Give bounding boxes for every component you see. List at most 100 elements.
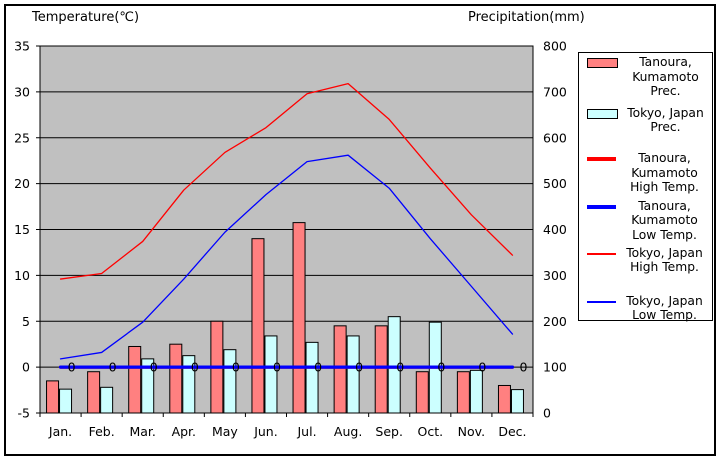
legend-label: Tanoura, Kumamoto High Temp. bbox=[619, 151, 712, 195]
precip-axis-tick-label: 700 bbox=[543, 84, 567, 99]
legend-label-line: Prec. bbox=[650, 120, 681, 135]
legend-entry-tanoura-kumamoto-low-temp: Tanoura, Kumamoto Low Temp. bbox=[579, 199, 712, 243]
outer-border bbox=[4, 4, 716, 456]
legend-label-line: High Temp. bbox=[630, 180, 699, 195]
tanoura-kumamoto-prec-bar bbox=[169, 343, 183, 414]
legend-swatch-thin-line bbox=[587, 300, 616, 303]
legend-entry-tokyo-japan-low-temp: Tokyo, Japan Low Temp. bbox=[579, 294, 712, 323]
tanoura-kumamoto-prec-bar bbox=[251, 238, 265, 414]
tokyo-japan-prec-bar bbox=[264, 335, 278, 414]
precip-axis-tick-label: 400 bbox=[543, 222, 567, 237]
precip-axis-tick-label: 300 bbox=[543, 268, 567, 283]
zero-data-label: 0 bbox=[396, 360, 404, 375]
temp-axis-tick-label: 10 bbox=[14, 268, 30, 283]
month-label-feb: Feb. bbox=[89, 424, 115, 439]
temp-axis-tick-label: -5 bbox=[18, 406, 30, 421]
month-label-jun: Jun. bbox=[253, 424, 278, 439]
month-label-may: May bbox=[212, 424, 238, 439]
zero-data-label: 0 bbox=[68, 360, 76, 375]
month-label-sep: Sep. bbox=[375, 424, 403, 439]
tokyo-japan-prec-bar bbox=[182, 355, 196, 414]
legend-label-line: Low Temp. bbox=[632, 227, 697, 242]
legend-label-line: Kumamoto bbox=[632, 69, 699, 84]
legend-label-line: Tokyo, Japan bbox=[626, 245, 703, 260]
zero-data-label: 0 bbox=[150, 360, 158, 375]
tanoura-kumamoto-prec-bar bbox=[128, 345, 142, 414]
zero-data-label: 0 bbox=[437, 360, 445, 375]
zero-data-label: 0 bbox=[355, 360, 363, 375]
legend-label: Tanoura, Kumamoto Low Temp. bbox=[619, 199, 712, 243]
legend-label-line: Tanoura, bbox=[638, 198, 691, 213]
legend-entries: Tanoura, Kumamoto Prec. Tokyo, Japan Prec. Ta… bbox=[579, 55, 712, 323]
temperature-axis-title: Temperature(℃) bbox=[32, 10, 140, 25]
legend-swatch-thin-line bbox=[587, 252, 616, 255]
zero-data-label: 0 bbox=[232, 360, 240, 375]
legend-swatch-box bbox=[587, 58, 618, 68]
tanoura-kumamoto-prec-bar bbox=[46, 380, 60, 414]
legend-label-line: Tokyo, Japan bbox=[626, 293, 703, 308]
month-label-aug: Aug. bbox=[334, 424, 362, 439]
legend: Tanoura, Kumamoto Prec. Tokyo, Japan Prec. Ta… bbox=[578, 52, 713, 323]
temp-axis-tick-label: 30 bbox=[14, 84, 30, 99]
zero-data-label: 0 bbox=[191, 360, 199, 375]
legend-label: Tokyo, Japan High Temp. bbox=[619, 246, 712, 275]
legend-entry-tanoura-kumamoto-prec: Tanoura, Kumamoto Prec. bbox=[579, 55, 712, 99]
month-label-nov: Nov. bbox=[458, 424, 485, 439]
month-label-dec: Dec. bbox=[498, 424, 526, 439]
tokyo-japan-prec-bar bbox=[510, 389, 524, 414]
legend-swatch-thick-line bbox=[587, 204, 616, 209]
zero-data-label: 0 bbox=[478, 360, 486, 375]
legend-label-line: Kumamoto bbox=[631, 213, 698, 228]
tokyo-japan-prec-bar bbox=[100, 386, 114, 414]
legend-label: Tokyo, Japan Low Temp. bbox=[619, 294, 712, 323]
precip-axis-tick-label: 500 bbox=[543, 176, 567, 191]
tokyo-japan-prec-bar bbox=[141, 358, 155, 414]
tanoura-kumamoto-prec-bar bbox=[456, 371, 470, 414]
precip-axis-tick-label: 200 bbox=[543, 314, 567, 329]
tanoura-kumamoto-prec-bar bbox=[415, 371, 429, 414]
legend-label-line: Prec. bbox=[650, 84, 681, 99]
legend-label-line: Kumamoto bbox=[631, 165, 698, 180]
tokyo-japan-prec-bar bbox=[387, 316, 401, 414]
legend-label: Tokyo, Japan Prec. bbox=[621, 106, 712, 135]
zero-data-label: 0 bbox=[273, 360, 281, 375]
zero-data-label: 0 bbox=[314, 360, 322, 375]
legend-label-line: Tanoura, bbox=[638, 150, 691, 165]
zero-data-label: 0 bbox=[109, 360, 117, 375]
precip-axis-tick-label: 0 bbox=[543, 406, 551, 421]
tanoura-kumamoto-prec-bar bbox=[292, 222, 306, 414]
legend-entry-tokyo-japan-high-temp: Tokyo, Japan High Temp. bbox=[579, 246, 712, 275]
tanoura-kumamoto-prec-bar bbox=[87, 371, 101, 414]
tokyo-japan-prec-bar bbox=[346, 335, 360, 414]
legend-swatch-thick-line bbox=[587, 156, 616, 161]
tokyo-japan-low-temp-line bbox=[59, 154, 514, 360]
precipitation-axis-title: Precipitation(mm) bbox=[468, 10, 585, 25]
month-label-jul: Jul. bbox=[297, 424, 317, 439]
tanoura-kumamoto-prec-bar bbox=[497, 384, 511, 414]
tokyo-japan-prec-bar bbox=[223, 349, 237, 414]
temp-axis-tick-label: 0 bbox=[22, 360, 30, 375]
temp-axis-tick-label: 25 bbox=[14, 130, 30, 145]
precip-axis-tick-label: 100 bbox=[543, 360, 567, 375]
tanoura-kumamoto-prec-bar bbox=[374, 325, 388, 414]
legend-entry-tokyo-japan-prec: Tokyo, Japan Prec. bbox=[579, 106, 712, 135]
legend-swatch-box bbox=[587, 108, 618, 119]
legend-label: Tanoura, Kumamoto Prec. bbox=[621, 55, 712, 99]
legend-entry-tanoura-kumamoto-high-temp: Tanoura, Kumamoto High Temp. bbox=[579, 151, 712, 195]
tanoura-kumamoto-prec-bar bbox=[333, 325, 347, 414]
temp-axis-tick-label: 35 bbox=[14, 39, 30, 54]
month-label-jan: Jan. bbox=[48, 424, 72, 439]
temp-axis-tick-label: 20 bbox=[14, 176, 30, 191]
precip-axis-tick-label: 600 bbox=[543, 130, 567, 145]
legend-label-line: Tanoura, bbox=[639, 55, 692, 69]
month-label-oct: Oct. bbox=[417, 424, 443, 439]
tokyo-japan-prec-bar bbox=[305, 341, 319, 414]
legend-label-line: Tokyo, Japan bbox=[627, 105, 704, 120]
legend-label-line: Low Temp. bbox=[632, 308, 697, 323]
tokyo-japan-prec-bar bbox=[59, 388, 73, 414]
precip-axis-tick-label: 800 bbox=[543, 39, 567, 54]
tokyo-japan-prec-bar bbox=[469, 369, 483, 414]
zero-data-label: 0 bbox=[519, 360, 527, 375]
